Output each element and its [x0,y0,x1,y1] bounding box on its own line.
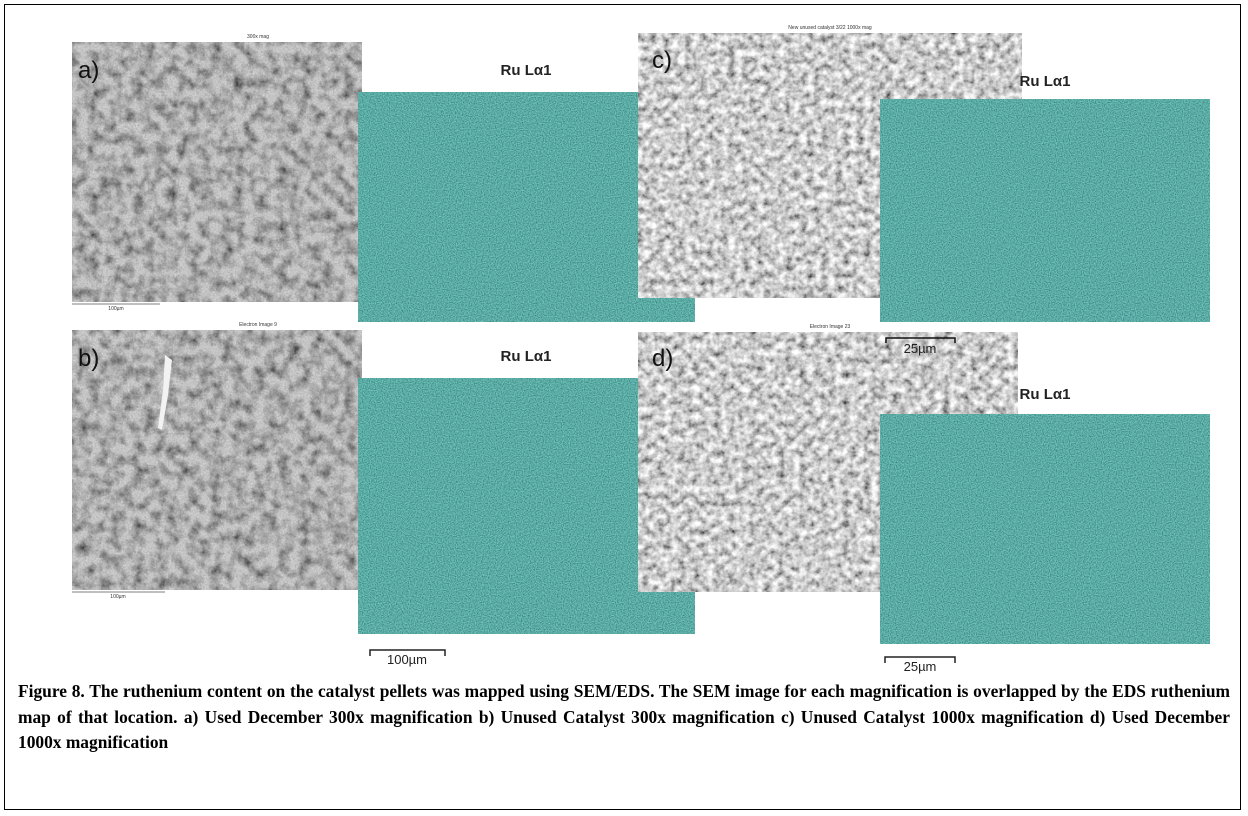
map-label: Ru Lα1 [501,62,552,79]
sem-title: New unused catalyst 3/22 1000x mag [788,25,872,31]
sem-image [72,42,362,302]
sem-title: Electron Image 9 [239,322,277,328]
panel-label: c) [652,47,672,74]
eds-map [880,99,1210,322]
sem-title: 300x mag [247,34,269,40]
eds-map [880,414,1210,644]
sem-image [72,330,362,590]
sem-scale: 100µm [110,594,125,600]
panel-label: d) [652,345,673,372]
map-label: Ru Lα1 [1020,386,1071,403]
sem-scale: 100µm [108,306,123,312]
sem-title: Electron Image 23 [810,324,851,330]
panel-label: b) [78,345,99,372]
map-scale: 100µm [387,652,427,667]
sem-scale: 25µm [904,341,937,356]
page: 300x mag 100µm a) Ru Lα1 New unused cata… [0,0,1248,816]
map-label: Ru Lα1 [1020,73,1071,90]
map-scale: 25µm [904,659,937,674]
figure-images: 300x mag 100µm a) Ru Lα1 New unused cata… [0,0,1248,680]
panel-label: a) [78,57,99,84]
map-label: Ru Lα1 [501,348,552,365]
figure-caption: Figure 8. The ruthenium content on the c… [18,679,1230,756]
